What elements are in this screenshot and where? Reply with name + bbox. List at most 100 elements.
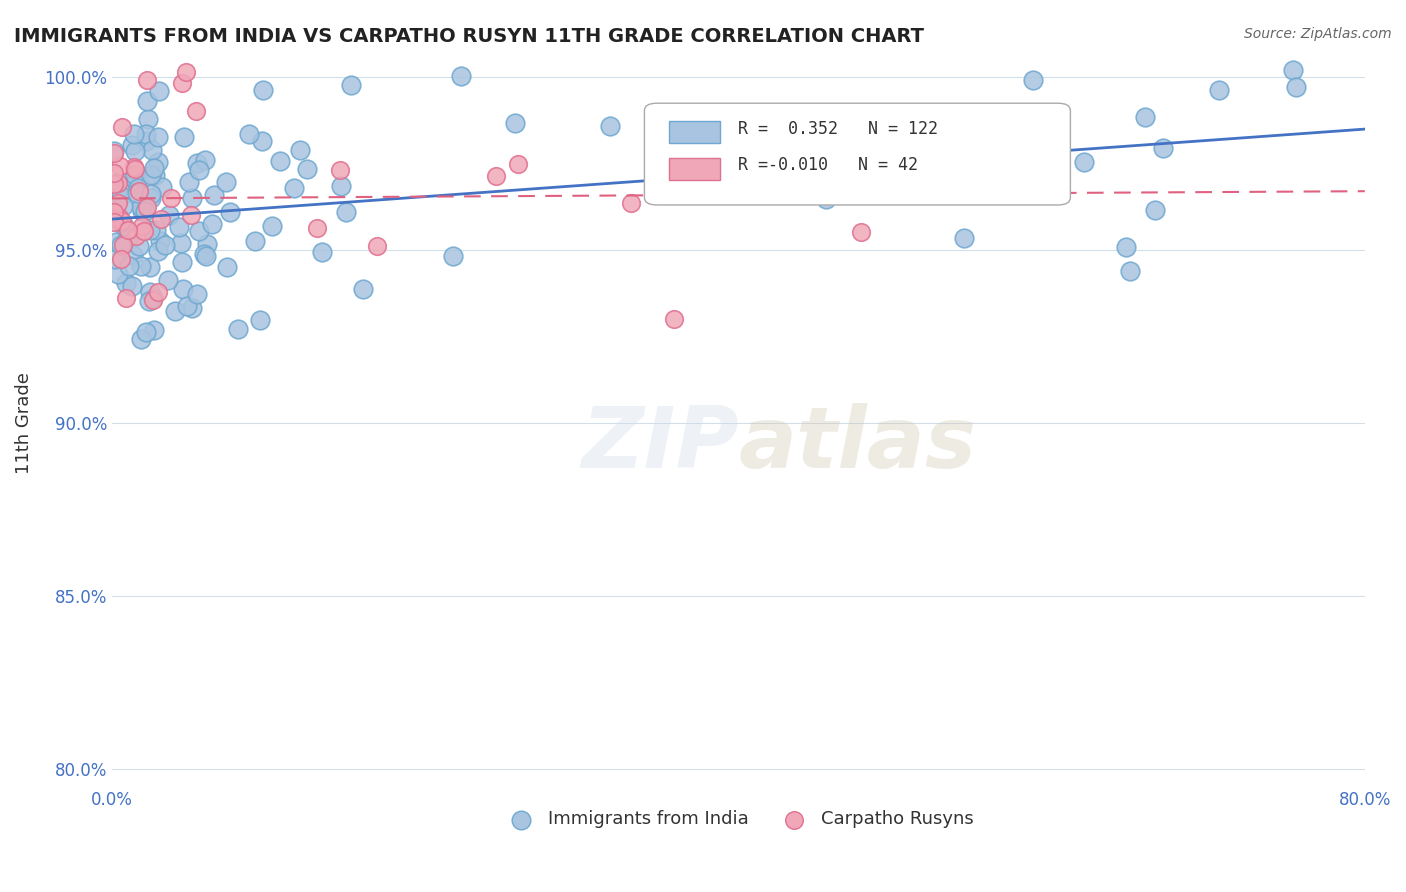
Point [134, 224, 156, 238]
Point [139, 285, 162, 300]
Point [136, 200, 159, 214]
Point [103, 205, 125, 219]
Point [1035, 148, 1057, 162]
Point [103, 199, 125, 213]
Text: R =  0.352   N = 122: R = 0.352 N = 122 [738, 120, 938, 137]
Point [142, 161, 165, 176]
Point [172, 282, 194, 296]
Point [269, 153, 291, 168]
Point [194, 153, 217, 168]
Point [129, 200, 152, 214]
Point [103, 144, 125, 158]
Point [112, 199, 135, 213]
Point [138, 293, 160, 308]
Point [662, 312, 685, 326]
Point [111, 120, 134, 134]
Point [201, 217, 224, 231]
Point [187, 162, 209, 177]
Point [682, 112, 704, 126]
Text: Source: ZipAtlas.com: Source: ZipAtlas.com [1244, 27, 1392, 41]
Point [105, 235, 128, 249]
Text: ZIP: ZIP [581, 403, 738, 486]
Point [508, 157, 530, 171]
Bar [669, 121, 720, 144]
Point [179, 175, 201, 189]
Point [110, 215, 132, 229]
Point [174, 65, 197, 79]
Point [672, 184, 695, 198]
Point [186, 287, 208, 301]
Point [953, 230, 976, 244]
Point [176, 299, 198, 313]
Point [115, 277, 138, 291]
Point [170, 236, 193, 251]
Point [202, 188, 225, 202]
Text: atlas: atlas [738, 403, 977, 486]
Point [121, 278, 143, 293]
Point [245, 234, 267, 248]
Point [1282, 62, 1305, 77]
Point [110, 238, 132, 252]
Point [193, 246, 215, 260]
Point [849, 225, 872, 239]
Point [217, 260, 239, 274]
Point [114, 219, 136, 234]
Point [723, 130, 745, 145]
Point [135, 325, 157, 339]
Point [155, 238, 177, 252]
Point [141, 191, 163, 205]
Point [157, 273, 180, 287]
Point [145, 168, 167, 182]
Point [953, 158, 976, 172]
Point [115, 291, 138, 305]
Point [122, 248, 145, 262]
Point [187, 225, 209, 239]
Point [107, 195, 129, 210]
Point [103, 166, 125, 180]
Point [135, 127, 157, 141]
Point [1133, 111, 1156, 125]
Point [148, 130, 170, 145]
Point [135, 94, 157, 108]
Point [139, 186, 162, 201]
Point [295, 162, 318, 177]
Point [124, 127, 146, 141]
Point [115, 232, 138, 246]
Point [195, 237, 218, 252]
Point [149, 211, 172, 226]
FancyBboxPatch shape [644, 103, 1070, 205]
Point [599, 119, 621, 133]
Point [107, 176, 129, 190]
Point [1285, 80, 1308, 95]
Point [110, 252, 132, 266]
Legend: Immigrants from India, Carpatho Rusyns: Immigrants from India, Carpatho Rusyns [496, 803, 981, 836]
Point [307, 221, 329, 235]
Point [1143, 202, 1166, 217]
Point [107, 268, 129, 282]
Point [139, 223, 162, 237]
Point [103, 211, 125, 225]
Text: IMMIGRANTS FROM INDIA VS CARPATHO RUSYN 11TH GRADE CORRELATION CHART: IMMIGRANTS FROM INDIA VS CARPATHO RUSYN … [14, 27, 924, 45]
Point [650, 135, 672, 149]
Point [226, 322, 249, 336]
Point [283, 181, 305, 195]
Point [108, 211, 131, 225]
Point [103, 146, 125, 161]
Point [180, 301, 202, 315]
Point [443, 249, 465, 263]
Point [104, 252, 127, 267]
Point [131, 219, 153, 233]
Point [1208, 83, 1230, 97]
Point [142, 291, 165, 305]
Point [815, 192, 838, 206]
Point [503, 116, 526, 130]
Point [124, 174, 146, 188]
Point [352, 282, 374, 296]
Point [125, 186, 148, 201]
Point [136, 73, 159, 87]
Point [163, 303, 186, 318]
Point [148, 244, 170, 258]
Point [124, 168, 146, 182]
Point [180, 208, 202, 222]
Point [329, 163, 352, 178]
